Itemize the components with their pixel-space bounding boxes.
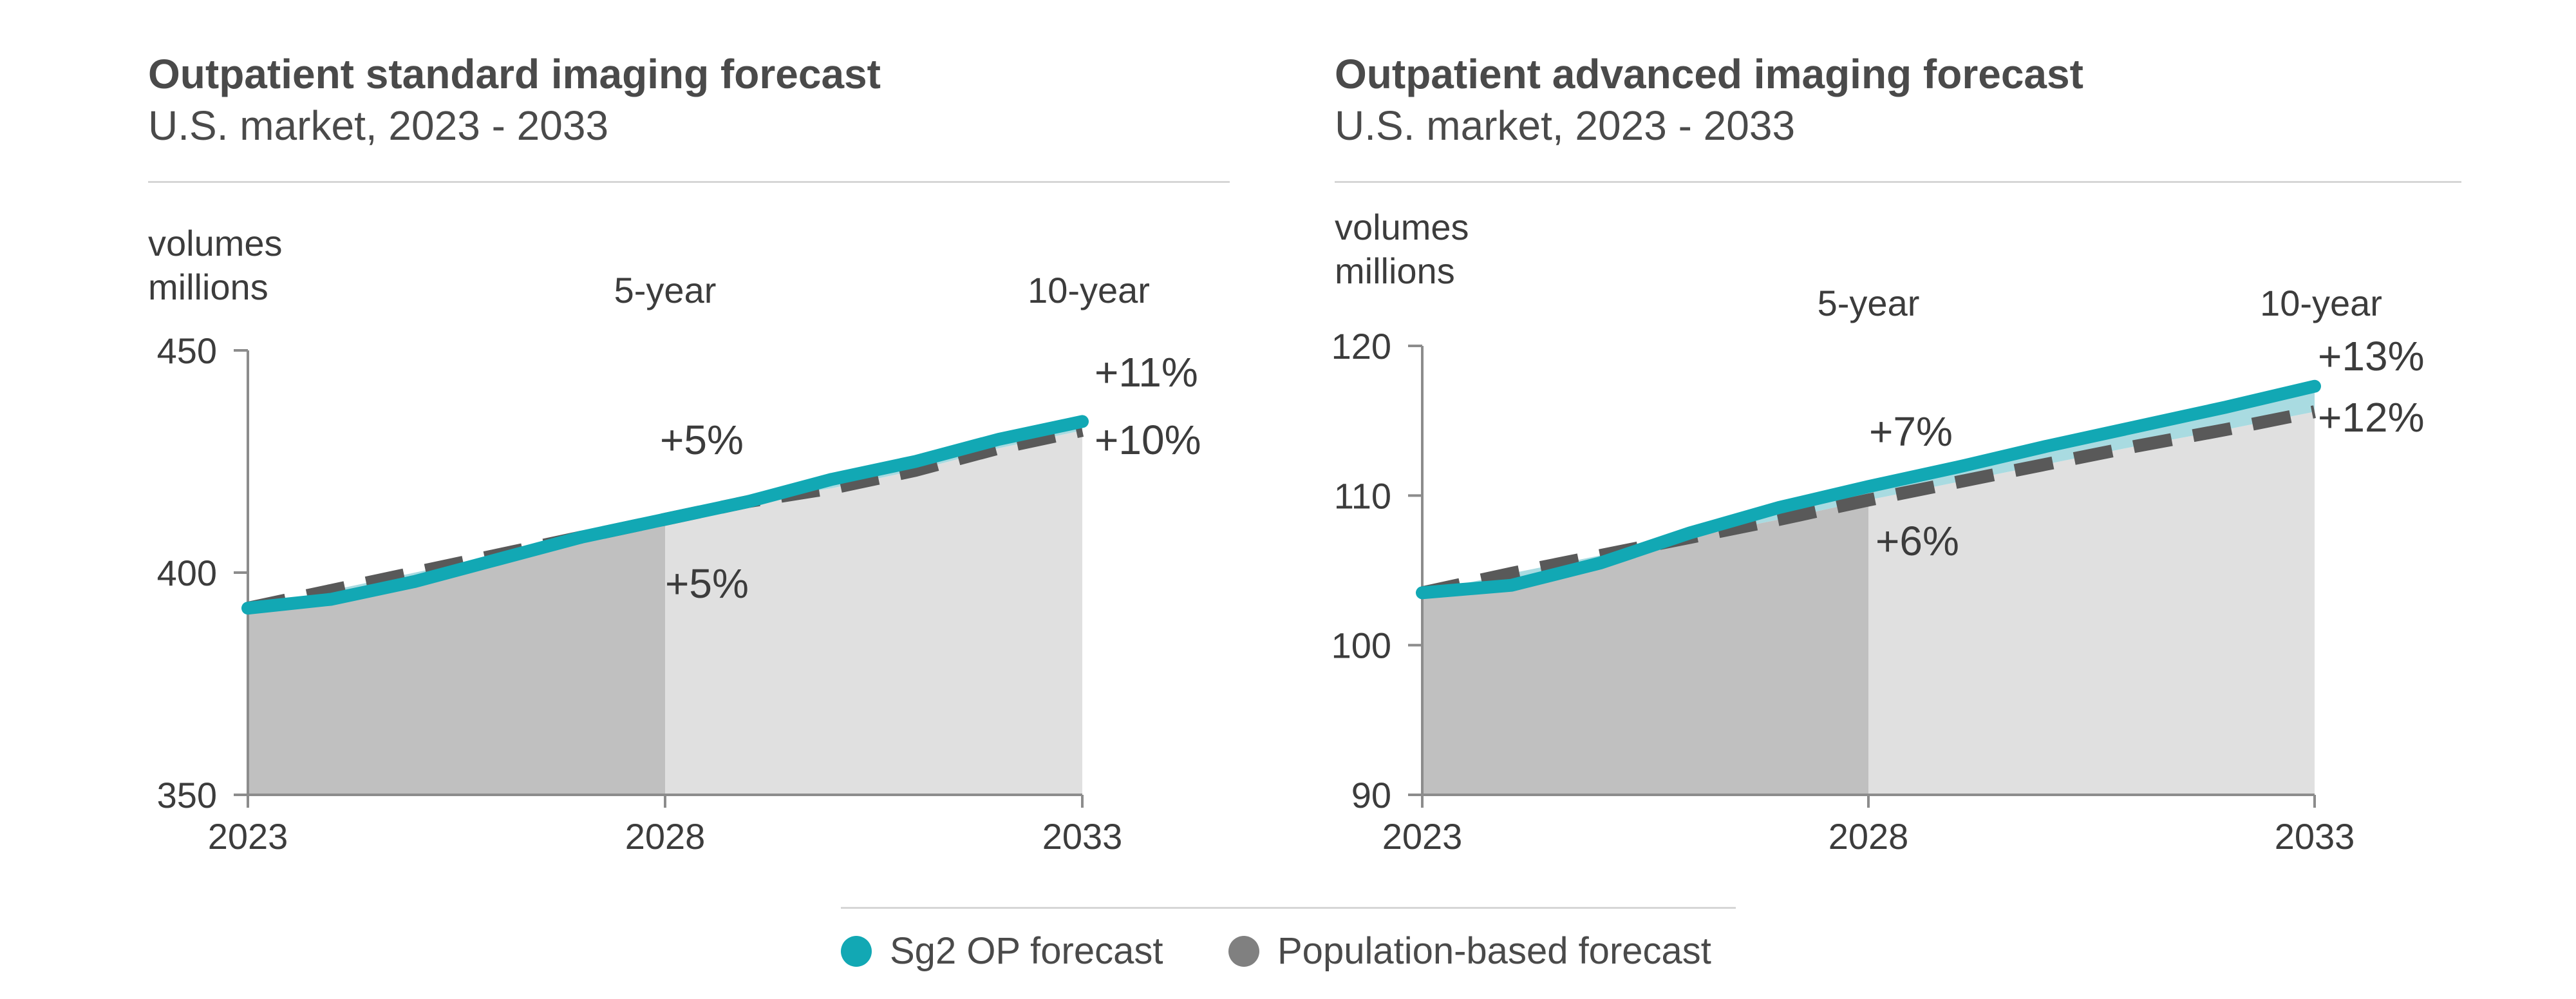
y-axis-label-line2: millions	[1335, 251, 1455, 291]
x-tick-label: 2028	[625, 816, 706, 857]
y-tick-label: 90	[1351, 775, 1391, 815]
legend-item-population: Population-based forecast	[1228, 929, 1711, 973]
period-label-5-year: 5-year	[614, 270, 717, 310]
annotation-population-10-year: +10%	[1095, 417, 1201, 463]
legend-item-sg2: Sg2 OP forecast	[841, 929, 1163, 973]
y-axis-label-line1: volumes	[148, 223, 283, 263]
sg2-line	[1416, 379, 2321, 600]
legend-dot-sg2	[841, 935, 872, 967]
area-10-year	[1868, 412, 2315, 795]
chart-2-title-rule	[1335, 181, 2461, 183]
y-axis-label-line2: millions	[148, 267, 268, 307]
annotation-population-10-year: +12%	[2318, 394, 2424, 441]
annotation-sg2-10-year: +13%	[2318, 333, 2424, 379]
y-tick-label: 120	[1331, 326, 1391, 366]
y-tick-label: 100	[1331, 625, 1391, 666]
chart-1-subtitle: U.S. market, 2023 - 2033	[148, 102, 609, 149]
chart-1-title-rule	[148, 181, 1230, 183]
x-tick-label: 2033	[1042, 816, 1123, 857]
annotation-population-5-year: +5%	[665, 560, 749, 607]
annotation-sg2-5-year: +5%	[660, 417, 744, 463]
y-axis-label-line1: volumes	[1335, 207, 1469, 247]
area-5-year	[248, 519, 665, 795]
chart-2-title: Outpatient advanced imaging forecast	[1335, 51, 2083, 97]
period-label-10-year: 10-year	[2260, 283, 2382, 323]
x-tick-label: 2023	[1382, 816, 1463, 857]
period-label-10-year: 10-year	[1028, 270, 1150, 310]
population-line	[1420, 405, 2316, 600]
area-10-year	[665, 430, 1082, 795]
period-label-5-year: 5-year	[1818, 283, 1920, 323]
sg2-line	[241, 415, 1089, 615]
x-tick-label: 2033	[2275, 816, 2355, 857]
annotation-population-5-year: +6%	[1876, 518, 1959, 564]
legend-dot-population	[1228, 935, 1259, 967]
y-tick-label: 110	[1334, 475, 1391, 516]
y-tick-label: 400	[157, 553, 217, 593]
annotation-sg2-10-year: +11%	[1095, 349, 1198, 395]
x-tick-label: 2028	[1829, 816, 1909, 857]
y-tick-label: 350	[157, 775, 217, 815]
annotation-sg2-5-year: +7%	[1869, 408, 1953, 455]
chart-2-subtitle: U.S. market, 2023 - 2033	[1335, 102, 1796, 149]
area-5-year	[1422, 500, 1868, 795]
legend-label-population: Population-based forecast	[1277, 930, 1711, 972]
legend-label-sg2: Sg2 OP forecast	[890, 930, 1163, 972]
x-tick-label: 2023	[208, 816, 288, 857]
y-tick-label: 450	[157, 330, 217, 371]
legend: Sg2 OP forecast Population-based forecas…	[841, 907, 1736, 986]
chart-1-title: Outpatient standard imaging forecast	[148, 51, 881, 97]
